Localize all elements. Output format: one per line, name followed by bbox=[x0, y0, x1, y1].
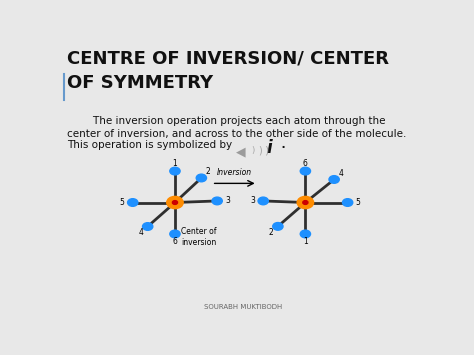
Text: .: . bbox=[278, 140, 285, 150]
Circle shape bbox=[273, 223, 283, 230]
Circle shape bbox=[167, 196, 183, 209]
Text: 1: 1 bbox=[303, 237, 308, 246]
Text: ): ) bbox=[264, 146, 268, 155]
Circle shape bbox=[196, 174, 207, 182]
Circle shape bbox=[173, 201, 178, 204]
Text: 4: 4 bbox=[138, 228, 143, 237]
Text: 5: 5 bbox=[120, 198, 125, 207]
Text: ): ) bbox=[251, 146, 255, 155]
Text: CENTRE OF INVERSION/ CENTER: CENTRE OF INVERSION/ CENTER bbox=[66, 49, 389, 67]
Circle shape bbox=[300, 167, 310, 175]
Circle shape bbox=[143, 223, 153, 230]
Circle shape bbox=[329, 176, 339, 183]
Text: 6: 6 bbox=[173, 237, 177, 246]
Text: 2: 2 bbox=[206, 167, 210, 176]
Text: ◀: ◀ bbox=[236, 146, 246, 158]
Text: Center of
inversion: Center of inversion bbox=[181, 227, 217, 246]
Text: 3: 3 bbox=[250, 196, 255, 205]
Text: Inversion: Inversion bbox=[217, 168, 252, 178]
Circle shape bbox=[170, 230, 180, 238]
Text: center of inversion, and across to the other side of the molecule.: center of inversion, and across to the o… bbox=[66, 129, 406, 139]
Circle shape bbox=[258, 197, 268, 205]
Text: 3: 3 bbox=[225, 196, 230, 205]
Text: ): ) bbox=[258, 146, 262, 155]
Text: OF SYMMETRY: OF SYMMETRY bbox=[66, 74, 213, 92]
Text: 1: 1 bbox=[173, 159, 177, 168]
Circle shape bbox=[303, 201, 308, 204]
Circle shape bbox=[170, 167, 180, 175]
Circle shape bbox=[300, 230, 310, 238]
Text: This operation is symbolized by: This operation is symbolized by bbox=[66, 140, 235, 150]
Text: 4: 4 bbox=[339, 169, 344, 178]
Text: 2: 2 bbox=[269, 228, 273, 237]
Circle shape bbox=[128, 199, 138, 206]
Circle shape bbox=[297, 196, 314, 209]
Text: SOURABH MUKTIBODH: SOURABH MUKTIBODH bbox=[204, 305, 282, 311]
Text: 6: 6 bbox=[303, 159, 308, 168]
Text: 5: 5 bbox=[356, 198, 361, 207]
Circle shape bbox=[212, 197, 222, 205]
Circle shape bbox=[343, 199, 353, 206]
Text: The inversion operation projects each atom through the: The inversion operation projects each at… bbox=[66, 116, 385, 126]
Text: i: i bbox=[267, 139, 273, 157]
